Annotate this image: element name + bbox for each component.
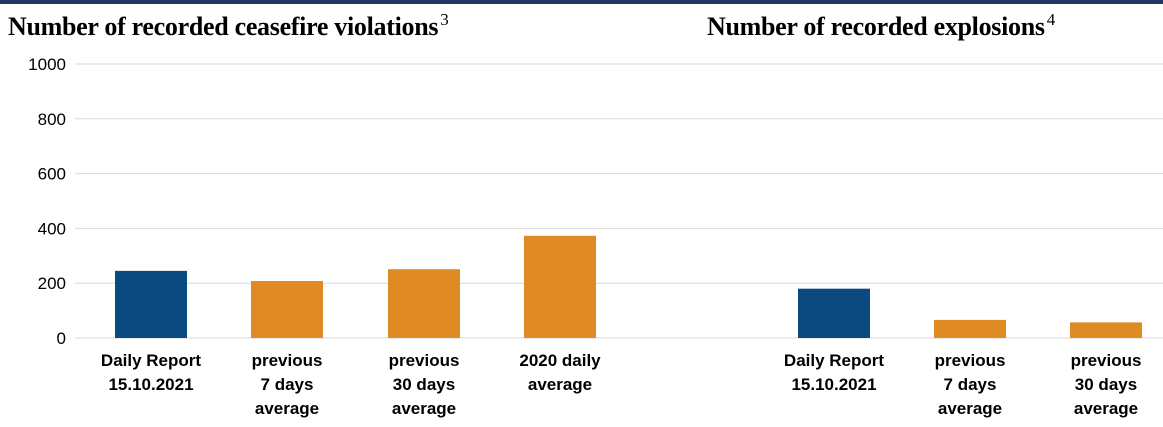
footnote-marker-4: 4 bbox=[1046, 10, 1056, 29]
explosions-category-label-1: Daily Report 15.10.2021 bbox=[784, 351, 884, 394]
violations-bar-4 bbox=[524, 235, 596, 338]
chart-title-violations-text: Number of recorded ceasefire violations bbox=[8, 12, 439, 41]
violations-bar-2 bbox=[251, 281, 323, 338]
chart-title-explosions-text: Number of recorded explosions bbox=[707, 12, 1045, 41]
violations-category-label-2: previous 7 days average bbox=[252, 351, 323, 418]
explosions-category-label-3: previous 30 days average bbox=[1071, 351, 1142, 418]
violations-category-label-1: Daily Report 15.10.2021 bbox=[101, 351, 201, 394]
y-tick-label: 0 bbox=[57, 329, 66, 348]
footnote-marker-3: 3 bbox=[440, 10, 449, 29]
violations-category-label-3: previous 30 days average bbox=[389, 351, 460, 418]
y-tick-label: 800 bbox=[38, 110, 66, 129]
violations-category-label-4: 2020 daily average bbox=[519, 351, 601, 394]
y-tick-label: 1000 bbox=[28, 55, 66, 74]
y-tick-label: 400 bbox=[38, 219, 66, 238]
explosions-bar-3 bbox=[1070, 322, 1142, 338]
explosions-category-label-2: previous 7 days average bbox=[935, 351, 1006, 418]
chart-title-violations: Number of recorded ceasefire violations 3 bbox=[8, 10, 449, 42]
y-tick-label: 200 bbox=[38, 274, 66, 293]
chart-title-explosions: Number of recorded explosions 4 bbox=[707, 10, 1056, 42]
explosions-bar-1 bbox=[798, 288, 870, 338]
y-tick-label: 600 bbox=[38, 165, 66, 184]
violations-bar-3 bbox=[388, 269, 460, 338]
explosions-bar-2 bbox=[934, 319, 1006, 338]
top-rule bbox=[0, 0, 1163, 4]
violations-bar-1 bbox=[115, 270, 187, 338]
